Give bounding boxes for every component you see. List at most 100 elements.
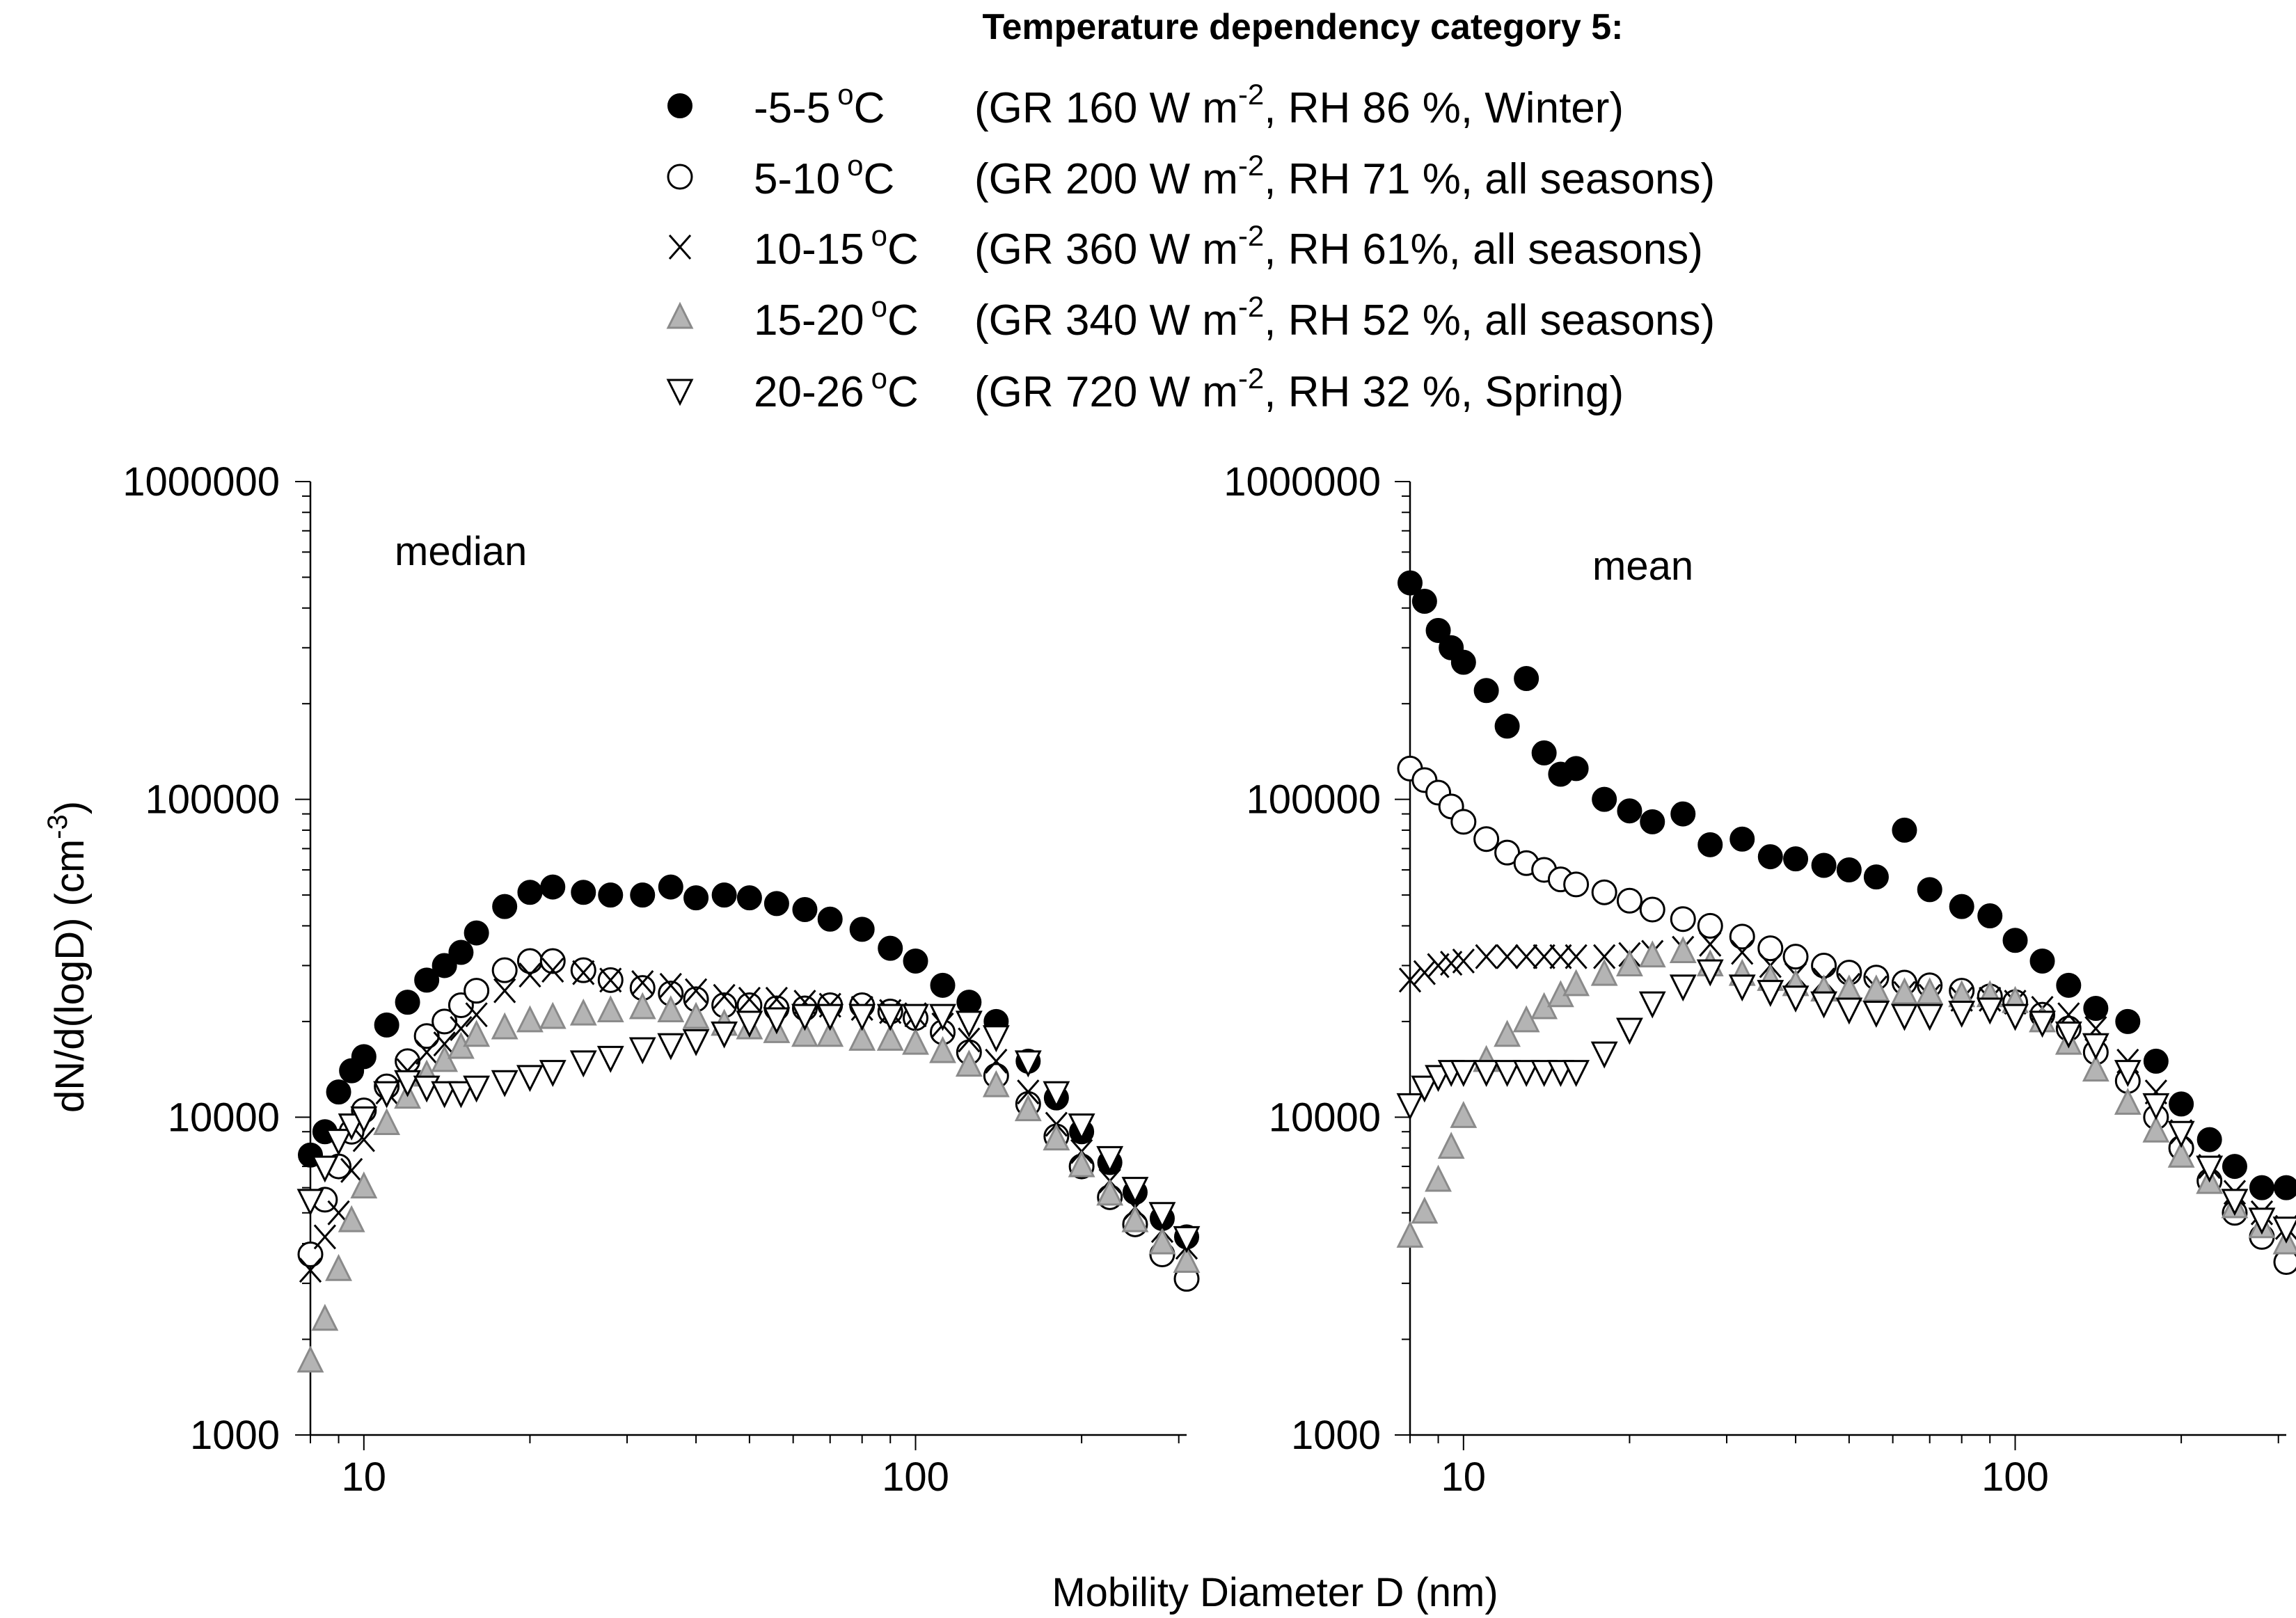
legend-range: -5-5 oC <box>754 78 885 132</box>
data-point <box>1121 1205 1149 1232</box>
data-point <box>1616 949 1643 976</box>
data-point <box>1949 894 1974 919</box>
data-point <box>516 948 543 974</box>
data-point <box>1976 997 2004 1025</box>
data-point <box>1669 936 1697 964</box>
x-tick-label: 100 <box>882 1454 949 1500</box>
data-point <box>596 995 624 1023</box>
data-point <box>2142 1093 2170 1120</box>
data-point <box>2002 1004 2029 1031</box>
data-point <box>491 1012 518 1040</box>
data-point <box>493 978 516 1004</box>
data-point <box>1917 877 1942 903</box>
data-point <box>711 882 737 908</box>
data-point <box>1977 903 2003 929</box>
data-point <box>1014 1094 1042 1122</box>
data-point <box>463 1075 491 1103</box>
series-grey-triangle-up <box>296 992 1201 1373</box>
data-point <box>1670 906 1696 933</box>
data-point <box>571 880 596 905</box>
data-point <box>1515 944 1538 969</box>
data-point <box>311 1155 339 1183</box>
data-point <box>2082 1033 2109 1061</box>
data-point <box>1068 1150 1095 1177</box>
legend-item: 10-15 oC (GR 360 W m-2, RH 61%, all season… <box>668 219 1703 273</box>
data-point <box>1068 1113 1095 1141</box>
data-point <box>1530 1060 1558 1087</box>
data-point <box>1496 944 1519 969</box>
series-cross <box>299 958 1198 1283</box>
data-point <box>518 962 541 988</box>
data-point <box>985 1048 1008 1074</box>
data-point <box>338 1205 365 1232</box>
legend-conditions: (GR 720 W m-2, RH 32 %, Spring) <box>974 362 1624 416</box>
data-point <box>1450 809 1477 835</box>
data-point <box>1891 977 1918 1005</box>
data-point <box>713 983 736 1009</box>
legend-marker-filled-circle-icon <box>667 93 692 118</box>
data-point <box>763 891 789 917</box>
data-point <box>2221 1189 2249 1216</box>
data-point <box>736 1010 763 1038</box>
data-point <box>395 990 420 1015</box>
data-point <box>1783 846 1809 872</box>
data-point <box>1565 944 1588 969</box>
legend-item: 5-10 oC (GR 200 W m-2, RH 71 %, all season… <box>667 149 1715 203</box>
data-point <box>1096 1178 1124 1206</box>
data-point <box>325 1253 352 1281</box>
data-point <box>2143 1048 2169 1074</box>
data-point <box>1562 1060 1590 1087</box>
data-point <box>350 1171 378 1199</box>
data-point <box>1563 871 1590 898</box>
data-point <box>929 1004 956 1031</box>
y-tick-label: 10000 <box>168 1095 280 1140</box>
data-point <box>982 1070 1010 1097</box>
data-point <box>2167 1141 2195 1168</box>
data-point <box>450 1016 473 1042</box>
data-point <box>1173 1246 1201 1274</box>
data-point <box>540 874 566 900</box>
legend-conditions: (GR 340 W m-2, RH 52 %, all seasons) <box>974 290 1715 344</box>
data-point <box>492 894 518 919</box>
data-point <box>373 1081 401 1109</box>
data-point <box>683 885 709 911</box>
data-point <box>2029 948 2055 974</box>
legend-title: Temperature dependency category 5: <box>983 7 1624 47</box>
x-axis-label: Mobility Diameter D (nm) <box>1052 1570 1498 1615</box>
legend-item: 20-26 oC (GR 720 W m-2, RH 32 %, Spring) <box>666 362 1624 416</box>
data-point <box>598 882 624 908</box>
data-point <box>1425 617 1451 643</box>
data-point <box>1640 809 1665 834</box>
data-point <box>2272 1227 2296 1255</box>
data-point <box>791 1004 818 1031</box>
data-point <box>1616 887 1642 914</box>
data-point <box>955 1049 983 1077</box>
data-point <box>848 1023 876 1051</box>
data-point <box>1863 864 1889 890</box>
series-filled-circle <box>298 874 1199 1250</box>
data-point <box>848 1004 876 1031</box>
series-grey-triangle-up <box>1396 936 2296 1255</box>
data-point <box>1616 1017 1643 1045</box>
data-point <box>374 1012 399 1038</box>
data-point <box>763 1007 791 1035</box>
data-point <box>414 967 440 993</box>
legend-marker-open-circle-icon <box>667 164 693 190</box>
data-point <box>659 972 682 998</box>
data-point <box>876 1023 904 1051</box>
data-point <box>1835 997 1863 1025</box>
data-point <box>2196 1155 2224 1183</box>
data-point <box>463 1020 491 1047</box>
data-point <box>1473 678 1499 704</box>
data-point <box>1862 974 1890 1002</box>
chart-panel-median: 1000 10000 100000 1000000 10 100 median <box>122 459 1201 1500</box>
x-tick-label: 100 <box>1981 1454 2049 1500</box>
data-point <box>352 1127 375 1152</box>
data-point <box>2056 972 2082 998</box>
chart-panel-mean: 1000 10000 100000 1000000 10 100 mean <box>1224 459 2296 1500</box>
data-point <box>596 1045 624 1073</box>
data-point <box>2029 1010 2056 1038</box>
data-point <box>1512 1060 1540 1087</box>
